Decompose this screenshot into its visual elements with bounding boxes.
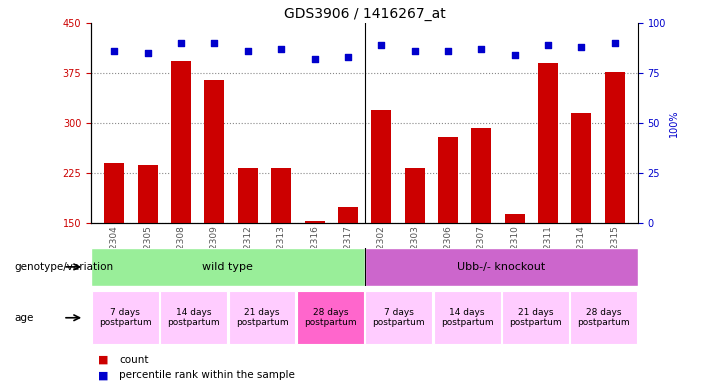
Point [509, 52, 520, 58]
Bar [438, 137, 458, 223]
Text: 7 days
postpartum: 7 days postpartum [99, 308, 151, 328]
Bar [538, 63, 558, 223]
Point [543, 42, 554, 48]
Point [109, 48, 120, 54]
Text: 14 days
postpartum: 14 days postpartum [441, 308, 494, 328]
Point [209, 40, 220, 46]
Text: ■: ■ [98, 370, 109, 380]
Point [475, 46, 486, 52]
Text: 21 days
postpartum: 21 days postpartum [509, 308, 562, 328]
Y-axis label: 100%: 100% [669, 109, 679, 137]
Title: GDS3906 / 1416267_at: GDS3906 / 1416267_at [284, 7, 445, 21]
Bar [471, 127, 491, 223]
Point [442, 48, 454, 54]
Point [576, 44, 587, 50]
Text: 7 days
postpartum: 7 days postpartum [372, 308, 425, 328]
Point [376, 42, 387, 48]
FancyBboxPatch shape [92, 291, 159, 344]
Bar [338, 207, 358, 223]
Point [175, 40, 186, 46]
FancyBboxPatch shape [433, 291, 501, 344]
FancyBboxPatch shape [365, 248, 638, 286]
Text: age: age [14, 313, 34, 323]
Bar [171, 61, 191, 223]
Text: count: count [119, 355, 149, 365]
Text: 21 days
postpartum: 21 days postpartum [236, 308, 288, 328]
Point [409, 48, 420, 54]
Point [243, 48, 254, 54]
FancyBboxPatch shape [160, 291, 227, 344]
FancyBboxPatch shape [229, 291, 296, 344]
Point [142, 50, 154, 56]
FancyBboxPatch shape [297, 291, 364, 344]
Point [309, 56, 320, 62]
Text: wild type: wild type [203, 262, 253, 272]
Bar [238, 168, 258, 223]
Text: 28 days
postpartum: 28 days postpartum [304, 308, 357, 328]
Text: ■: ■ [98, 355, 109, 365]
Text: 14 days
postpartum: 14 days postpartum [168, 308, 220, 328]
Text: percentile rank within the sample: percentile rank within the sample [119, 370, 295, 380]
Bar [205, 79, 224, 223]
FancyBboxPatch shape [502, 291, 569, 344]
Bar [304, 222, 325, 223]
Bar [505, 214, 524, 223]
Bar [271, 168, 291, 223]
Bar [138, 165, 158, 223]
Bar [571, 113, 591, 223]
FancyBboxPatch shape [91, 248, 365, 286]
Bar [404, 168, 425, 223]
Point [609, 40, 620, 46]
Text: 28 days
postpartum: 28 days postpartum [578, 308, 630, 328]
FancyBboxPatch shape [365, 291, 433, 344]
Bar [604, 72, 625, 223]
Text: genotype/variation: genotype/variation [14, 262, 113, 272]
Text: Ubb-/- knockout: Ubb-/- knockout [457, 262, 545, 272]
Point [342, 54, 353, 60]
FancyBboxPatch shape [570, 291, 637, 344]
Bar [104, 163, 125, 223]
Point [275, 46, 287, 52]
Bar [372, 109, 391, 223]
